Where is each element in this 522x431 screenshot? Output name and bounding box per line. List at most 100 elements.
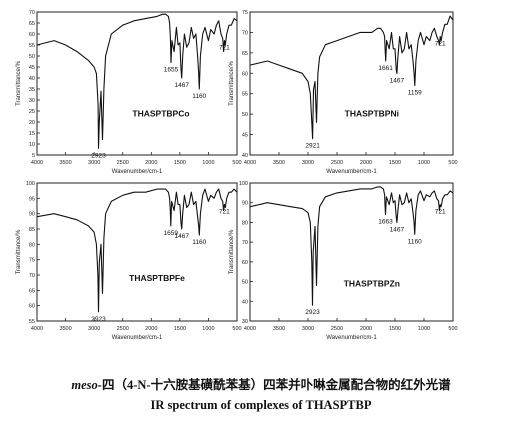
y-tick-label: 90 [29,212,35,218]
x-tick-label: 1000 [418,326,430,332]
x-tick-label: 2500 [331,326,343,332]
caption-english: IR spectrum of complexes of THASPTBP [150,398,372,412]
y-axis-label: Transmittance/% [16,229,22,274]
y-tick-label: 40 [242,153,248,159]
peak-label: 1160 [408,238,422,245]
peak-label: 1159 [408,90,422,97]
x-tick-label: 1500 [389,326,401,332]
y-tick-label: 15 [29,131,35,137]
y-tick-label: 75 [29,258,35,264]
peak-label: 1160 [192,239,206,246]
spectrum-line-4 [249,186,454,306]
plot-frame-2 [249,11,454,156]
y-tick-label: 80 [29,242,35,248]
y-axis-label: Transmittance/% [229,229,235,274]
sample-label: THASPTBPFe [129,273,185,283]
y-tick-label: 70 [242,30,248,36]
x-axis-label: Wavenumber/cm-1 [112,335,163,341]
peak-label: 1655 [164,67,179,74]
x-tick-label: 1000 [202,160,214,166]
y-tick-label: 60 [29,304,35,310]
y-axis-label: Transmittance/% [16,60,22,105]
peak-label: 721 [219,208,230,215]
y-tick-label: 65 [29,21,35,27]
y-tick-label: 60 [242,260,248,266]
x-tick-label: 3000 [88,160,100,166]
x-tick-label: 1000 [418,160,430,166]
y-tick-label: 55 [29,319,35,325]
y-tick-label: 100 [26,181,35,187]
x-tick-label: 3000 [302,326,314,332]
sample-label: THASPTBPNi [345,108,399,118]
x-tick-label: 2000 [360,160,372,166]
spectrum-line-3 [36,188,238,313]
y-tick-label: 65 [242,51,248,57]
plot-frame-1 [36,11,238,156]
x-tick-label: 3500 [59,160,71,166]
peak-label: 1160 [192,93,206,100]
y-tick-label: 90 [242,201,248,207]
y-tick-label: 30 [29,98,35,104]
x-tick-label: 2500 [117,160,129,166]
peak-label: 721 [435,209,446,216]
y-tick-label: 45 [29,65,35,71]
y-tick-label: 65 [29,288,35,294]
y-tick-label: 85 [29,227,35,233]
x-axis-label: Wavenumber/cm-1 [112,169,163,175]
y-tick-label: 5 [32,153,35,159]
peak-label: 721 [435,41,446,48]
peak-label: 1467 [175,82,190,89]
y-tick-label: 40 [29,76,35,82]
x-tick-label: 2000 [145,160,157,166]
peak-label: 1659 [164,230,179,237]
x-tick-label: 1500 [174,160,186,166]
peak-label: 721 [219,45,230,52]
x-tick-label: 500 [232,160,241,166]
y-tick-label: 80 [242,220,248,226]
peak-label: 2923 [91,316,106,323]
peak-label: 1663 [378,219,393,226]
x-tick-label: 1500 [389,160,401,166]
x-tick-label: 3500 [273,326,285,332]
y-tick-label: 50 [242,280,248,286]
x-tick-label: 4000 [31,326,43,332]
sample-label: THASPTBPZn [344,279,400,289]
y-tick-label: 60 [29,32,35,38]
y-tick-label: 45 [242,133,248,139]
spectrum-line-2 [249,15,454,140]
y-tick-label: 10 [29,142,35,148]
y-tick-label: 20 [29,120,35,126]
x-tick-label: 4000 [244,326,256,332]
x-tick-label: 2500 [117,326,129,332]
x-tick-label: 2000 [145,326,157,332]
x-tick-label: 4000 [244,160,256,166]
peak-label: 1467 [390,77,405,84]
y-tick-label: 75 [242,10,248,16]
y-tick-label: 50 [29,54,35,60]
caption-chinese: meso-四（4-N-十六胺基磺酰苯基）四苯并卟啉金属配合物的红外光谱 [0,374,522,393]
x-tick-label: 1500 [174,326,186,332]
peak-label: 1467 [390,226,405,233]
y-tick-label: 70 [242,240,248,246]
caption-cn-text: 四（4-N-十六胺基磺酰苯基）四苯并卟啉金属配合物的红外光谱 [101,378,451,392]
peak-label: 2923 [305,309,320,316]
y-tick-label: 60 [242,71,248,77]
ir-spectra-figure: 4000 3500 3000 2500 2000 1500 1000 500 5 10 15 20 25… [16,10,458,341]
x-tick-label: 3500 [59,326,71,332]
peak-label: 1467 [175,233,190,240]
peak-label: 1661 [378,65,393,72]
x-axis-label: Wavenumber/cm-1 [326,335,377,341]
sample-label: THASPTBPCo [132,108,189,118]
x-tick-label: 3000 [302,160,314,166]
caption-lead: meso- [71,378,102,392]
y-tick-label: 55 [29,43,35,49]
y-tick-label: 70 [29,273,35,279]
plot-frame-3 [36,182,238,322]
y-axis-label: Transmittance/% [229,60,235,105]
y-tick-label: 100 [239,181,248,187]
y-tick-label: 50 [242,112,248,118]
x-axis-label: Wavenumber/cm-1 [326,169,377,175]
x-tick-label: 4000 [31,160,43,166]
x-tick-label: 500 [448,160,457,166]
y-tick-label: 40 [242,299,248,305]
